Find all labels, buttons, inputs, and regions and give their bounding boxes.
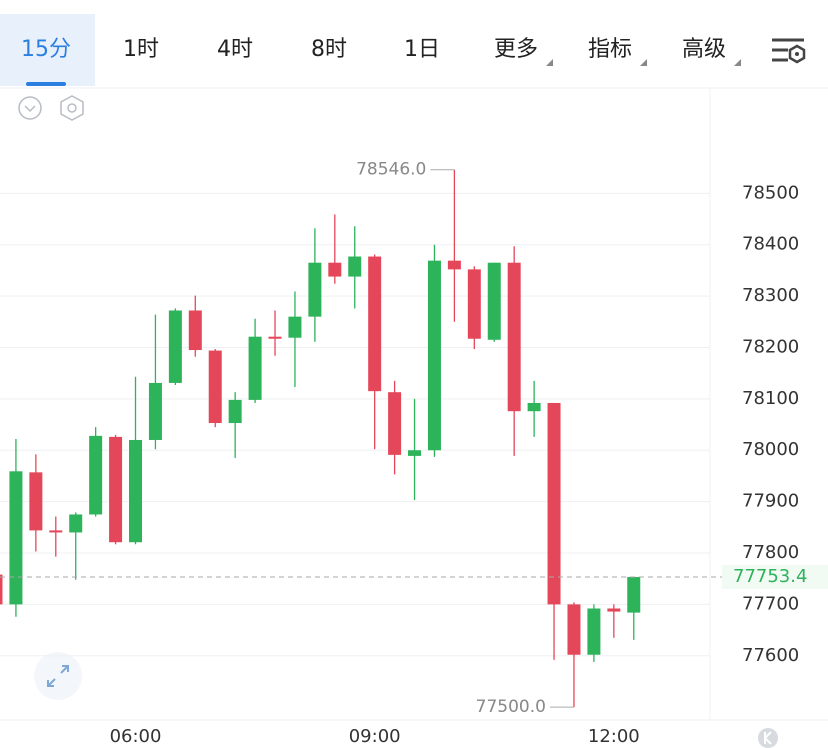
y-tick-label: 78000 <box>742 439 799 460</box>
candle-body <box>188 310 202 351</box>
active-tab-background <box>0 14 95 86</box>
settings-icon[interactable] <box>772 38 806 64</box>
candle-body <box>0 574 3 605</box>
dropdown-triangle <box>734 59 741 66</box>
toolbar: 15分 1时 4时 8时 1日 更多 指标 高级 <box>0 14 741 86</box>
last-price-tag <box>722 564 828 589</box>
candle-body <box>587 608 601 655</box>
candle-body <box>607 608 621 612</box>
y-tick-label: 78300 <box>742 285 799 306</box>
indicator-icon[interactable] <box>60 95 84 121</box>
y-tick-label: 78100 <box>742 388 799 409</box>
tab[interactable]: 8时 <box>311 37 347 62</box>
high-marker-label: 78546.0 <box>356 160 426 180</box>
candle-body <box>348 256 362 277</box>
candle-body <box>388 392 402 455</box>
candle-body <box>627 576 641 613</box>
x-tick-label: 12:00 <box>588 726 640 747</box>
candle-body <box>308 262 322 317</box>
candle-body <box>148 382 162 440</box>
candle-body <box>467 269 481 339</box>
last-price-label: 77753.4 <box>733 566 807 587</box>
candle-body <box>427 260 441 451</box>
candle-body <box>567 604 581 655</box>
fullscreen-icon[interactable] <box>34 652 82 700</box>
candle-body <box>487 262 501 340</box>
tab[interactable]: 15分 <box>21 37 71 62</box>
candle-body <box>109 436 123 543</box>
dropdown-triangle <box>640 59 647 66</box>
y-tick-label: 77900 <box>742 491 799 512</box>
dropdown-triangle <box>546 59 553 66</box>
plot-area: 77600 77700 77800 77900 78000 78100 78200 78300… <box>0 160 828 747</box>
candle-body <box>447 260 461 270</box>
tab[interactable]: 4时 <box>217 37 253 62</box>
candle-body <box>268 336 282 339</box>
y-tick-label: 78400 <box>742 234 799 255</box>
candle-body <box>69 514 83 533</box>
active-tab-underline <box>26 82 66 86</box>
y-tick-label: 77800 <box>742 542 799 563</box>
candle-body <box>547 402 561 605</box>
candle-body <box>527 402 541 412</box>
candle-body <box>168 310 182 383</box>
candle-body <box>408 450 422 456</box>
candle-body <box>9 471 23 605</box>
low-marker-label: 77500.0 <box>476 697 546 717</box>
candle-body <box>208 350 222 424</box>
x-tick-label: 09:00 <box>349 726 401 747</box>
candle-body <box>129 439 143 543</box>
candle-body <box>49 530 63 533</box>
candle-body <box>288 316 302 338</box>
y-tick-label: 78500 <box>742 182 799 203</box>
y-tick-label: 78200 <box>742 336 799 357</box>
candle-body <box>89 435 103 515</box>
tab[interactable]: 高级 <box>682 37 726 62</box>
candle-body <box>368 256 382 392</box>
candle-body <box>248 336 262 400</box>
tab[interactable]: 1日 <box>404 37 440 62</box>
candle-body <box>228 399 242 424</box>
candle-body <box>328 262 342 277</box>
tab[interactable]: 1时 <box>123 37 159 62</box>
candle-body <box>29 472 43 531</box>
y-tick-label: 77600 <box>742 645 799 666</box>
logo-icon <box>758 728 778 748</box>
tab[interactable]: 更多 <box>494 37 538 62</box>
x-tick-label: 06:00 <box>110 726 162 747</box>
candle-body <box>507 262 521 412</box>
y-tick-label: 77700 <box>742 593 799 614</box>
collapse-icon[interactable] <box>18 96 42 120</box>
tab[interactable]: 指标 <box>588 37 632 62</box>
